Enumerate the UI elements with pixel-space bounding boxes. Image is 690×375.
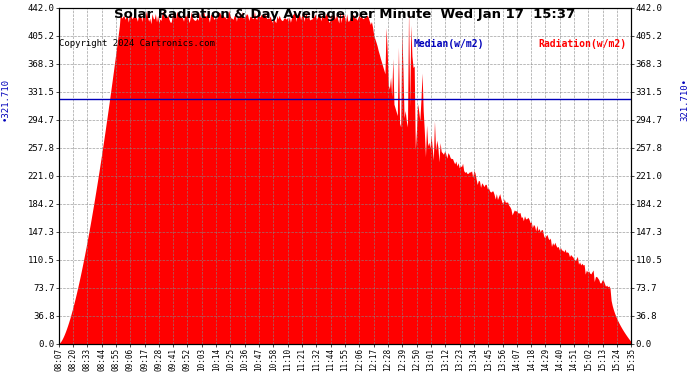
- Text: Solar Radiation & Day Average per Minute  Wed Jan 17  15:37: Solar Radiation & Day Average per Minute…: [115, 8, 575, 21]
- Text: Radiation(w/m2): Radiation(w/m2): [538, 39, 627, 50]
- Text: 321.710•: 321.710•: [680, 78, 689, 121]
- Text: •321.710: •321.710: [1, 78, 10, 121]
- Text: Median(w/m2): Median(w/m2): [414, 39, 484, 50]
- Text: Copyright 2024 Cartronics.com: Copyright 2024 Cartronics.com: [59, 39, 215, 48]
